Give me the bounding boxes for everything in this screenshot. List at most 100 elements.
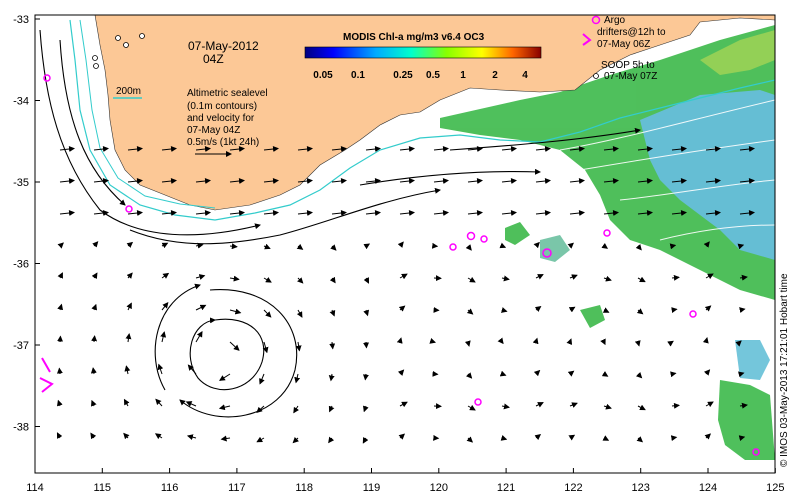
lon-label: 118 bbox=[295, 482, 313, 494]
colorbar-tick-label: 0.25 bbox=[393, 70, 413, 81]
velocity-arrow bbox=[56, 367, 63, 375]
soop-legend-line-1: SOOP 5h to bbox=[601, 60, 655, 71]
velocity-arrow bbox=[365, 178, 381, 185]
velocity-arrow bbox=[256, 405, 265, 413]
velocity-arrow bbox=[501, 178, 517, 185]
velocity-arrow bbox=[57, 303, 64, 311]
eddy-streamlines bbox=[39, 29, 641, 418]
velocity-arrow bbox=[569, 178, 585, 185]
lon-label: 115 bbox=[94, 482, 112, 494]
lon-label: 120 bbox=[430, 482, 448, 494]
longitude-axis: 114 115 116 117 118 119 120 121 122 123 124 125 bbox=[26, 468, 784, 494]
velocity-arrow bbox=[637, 178, 653, 185]
velocity-arrow bbox=[467, 210, 483, 217]
time-label: 04Z bbox=[203, 52, 224, 66]
velocity-arrow bbox=[705, 401, 714, 408]
velocity-arrow bbox=[433, 210, 449, 217]
velocity-arrow bbox=[669, 243, 677, 250]
velocity-arrow bbox=[670, 435, 678, 442]
velocity-arrow bbox=[671, 274, 680, 281]
altimetry-line-1: Altimetric sealevel bbox=[187, 88, 268, 99]
velocity-arrow bbox=[569, 210, 585, 217]
argo-legend-line-1: Argo bbox=[604, 15, 626, 26]
colorbar-ticks: 0.05 0.1 0.25 0.5 1 2 4 bbox=[313, 70, 528, 81]
velocity-arrow bbox=[703, 369, 711, 376]
velocity-arrow bbox=[363, 243, 371, 250]
velocity-arrow bbox=[92, 241, 99, 248]
argo-legend-symbol bbox=[591, 15, 601, 25]
velocity-arrow bbox=[91, 335, 98, 343]
velocity-arrow bbox=[532, 337, 539, 345]
velocity-arrow bbox=[56, 399, 63, 407]
velocity-arrow bbox=[533, 241, 540, 249]
velocity-arrow bbox=[292, 436, 299, 444]
velocity-arrow bbox=[466, 308, 474, 315]
velocity-arrow bbox=[263, 243, 271, 250]
velocity-arrow bbox=[297, 146, 313, 153]
altimetry-line-4: 07-May 04Z bbox=[187, 125, 240, 136]
lon-label: 117 bbox=[228, 482, 246, 494]
colorbar: MODIS Chl-a mg/m3 v6.4 OC3 0.05 0.1 0.25 0.… bbox=[304, 32, 542, 81]
velocity-arrow bbox=[126, 241, 134, 248]
velocity-arrow bbox=[702, 337, 709, 344]
velocity-arrow bbox=[297, 277, 304, 284]
velocity-arrow bbox=[161, 302, 169, 311]
velocity-arrow bbox=[330, 244, 337, 251]
velocity-arrow bbox=[187, 364, 197, 375]
velocity-arrow bbox=[397, 241, 404, 248]
velocity-arrow bbox=[601, 371, 609, 377]
velocity-arrow bbox=[467, 404, 476, 411]
velocity-arrow bbox=[601, 242, 609, 249]
lat-label: -38 bbox=[13, 422, 29, 434]
velocity-arrow bbox=[466, 436, 474, 443]
velocity-arrow bbox=[161, 210, 177, 217]
velocity-arrow bbox=[263, 309, 272, 318]
velocity-arrow bbox=[399, 273, 408, 280]
velocity-arrow bbox=[671, 210, 687, 217]
velocity-arrow bbox=[91, 272, 98, 280]
colorbar-gradient bbox=[304, 46, 542, 59]
velocity-arrow bbox=[123, 432, 130, 440]
velocity-arrow bbox=[363, 277, 370, 284]
velocity-arrow bbox=[567, 242, 574, 249]
velocity-arrow bbox=[362, 405, 369, 413]
latitude-axis: -33 -34 -35 -36 -37 -38 bbox=[13, 14, 40, 434]
lon-label: 121 bbox=[497, 482, 515, 494]
velocity-arrow bbox=[398, 433, 406, 440]
altimetry-line-3: and velocity for bbox=[187, 113, 255, 124]
velocity-arrow bbox=[671, 146, 687, 153]
velocity-arrow bbox=[365, 210, 381, 217]
land-mass bbox=[94, 15, 775, 211]
velocity-arrow bbox=[467, 178, 483, 185]
velocity-arrow bbox=[328, 373, 335, 382]
velocity-arrow bbox=[667, 340, 674, 347]
velocity-arrow bbox=[362, 373, 369, 381]
velocity-arrow bbox=[705, 146, 721, 153]
velocity-arrow bbox=[535, 274, 544, 280]
velocity-arrow bbox=[229, 275, 240, 282]
altimetry-line-2: (0.1m contours) bbox=[187, 101, 257, 112]
velocity-arrow bbox=[296, 243, 304, 250]
velocity-arrow bbox=[59, 178, 75, 185]
velocity-arrow bbox=[329, 341, 336, 350]
velocity-arrow bbox=[195, 330, 203, 343]
velocity-arrows bbox=[56, 146, 755, 444]
velocity-arrow bbox=[433, 178, 449, 185]
velocity-arrow bbox=[671, 307, 678, 314]
velocity-arrow bbox=[739, 274, 748, 281]
velocity-arrow bbox=[161, 242, 169, 249]
velocity-arrow bbox=[195, 178, 211, 185]
soop-track bbox=[92, 33, 145, 69]
velocity-arrow bbox=[126, 272, 133, 279]
velocity-arrow bbox=[185, 401, 197, 407]
velocity-arrow bbox=[635, 372, 643, 379]
velocity-arrow bbox=[636, 436, 644, 443]
velocity-arrow bbox=[499, 370, 507, 377]
velocity-arrow bbox=[219, 373, 231, 381]
velocity-arrow bbox=[567, 370, 575, 377]
velocity-arrow bbox=[535, 178, 551, 185]
velocity-arrow bbox=[59, 210, 75, 217]
velocity-arrow bbox=[499, 242, 507, 249]
platform-legend: Argo drifters@12h to 07-May 06Z SOOP 5h … bbox=[582, 15, 666, 82]
lon-label: 119 bbox=[363, 482, 381, 494]
